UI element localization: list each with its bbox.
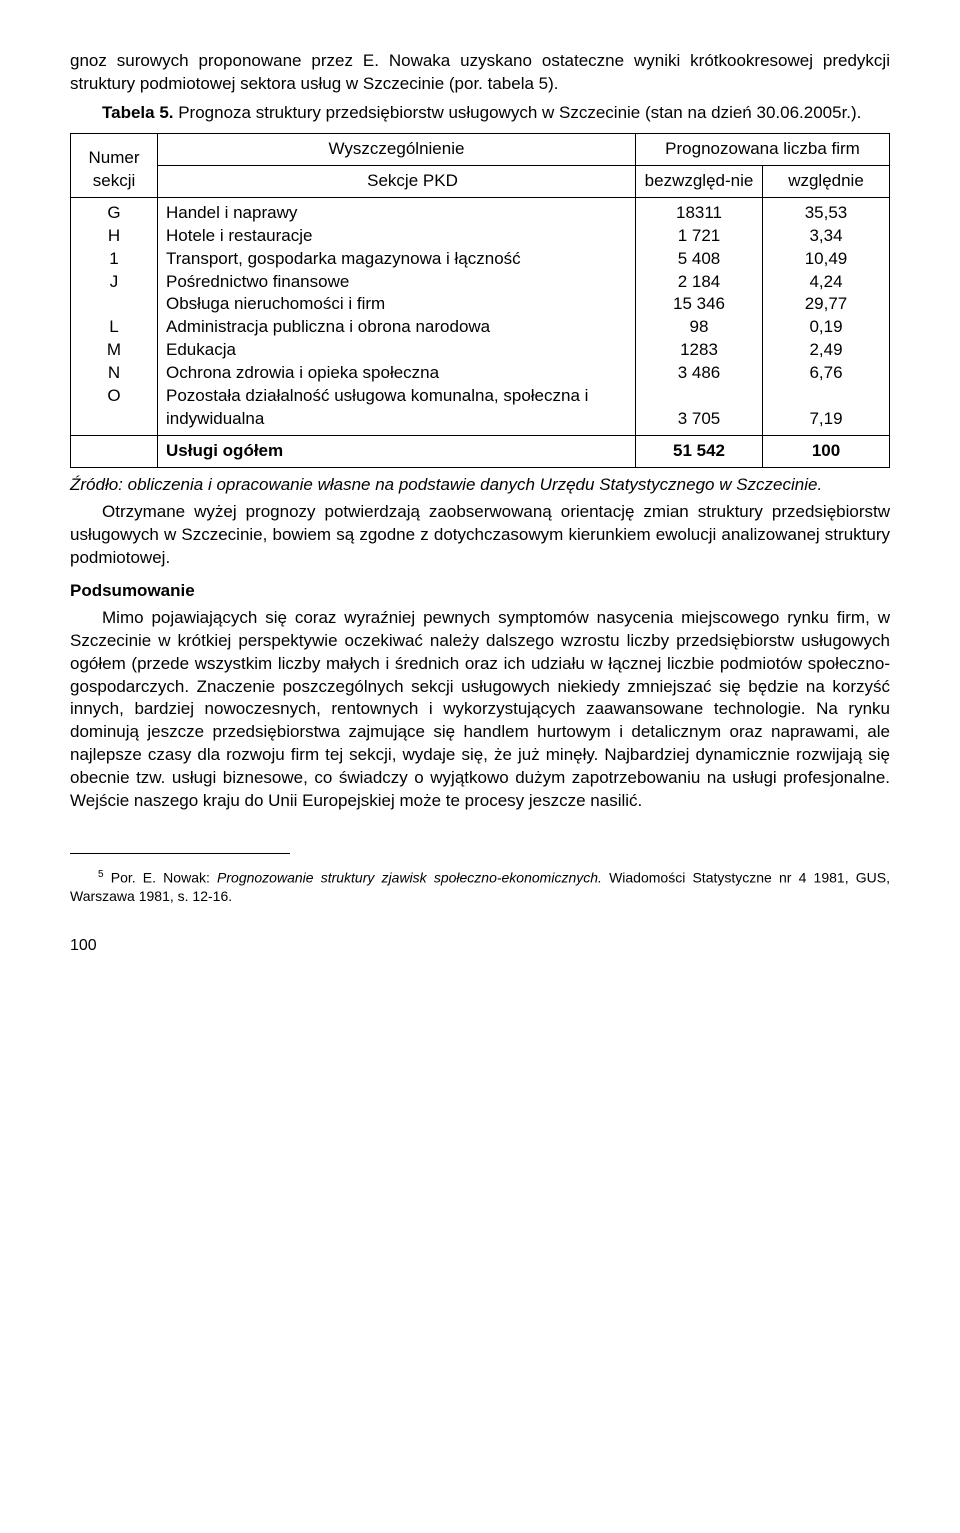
- after-table-paragraph: Otrzymane wyżej prognozy potwierdzają za…: [70, 501, 890, 570]
- header-prognozowana: Prognozowana liczba firm: [636, 133, 890, 165]
- cell-total-rel: 100: [763, 436, 890, 468]
- forecast-table: Numer sekcji Wyszczególnienie Prognozowa…: [70, 133, 890, 468]
- cell-total-abs: 51 542: [636, 436, 763, 468]
- footnote: 5 Por. E. Nowak: Prognozowanie struktury…: [70, 868, 890, 905]
- page-container: gnoz surowych proponowane przez E. Nowak…: [0, 0, 960, 987]
- cell-codes: G H 1 J L M N O: [71, 197, 158, 435]
- header-sekcje-pkd: Sekcje PKD: [158, 165, 636, 197]
- intro-paragraph: gnoz surowych proponowane przez E. Nowak…: [70, 50, 890, 96]
- cell-desc: Handel i naprawy Hotele i restauracje Tr…: [158, 197, 636, 435]
- page-number: 100: [70, 935, 890, 957]
- cell-rel: 35,53 3,34 10,49 4,24 29,77 0,19 2,49 6,…: [763, 197, 890, 435]
- cell-total-code: [71, 436, 158, 468]
- table-row: G H 1 J L M N O Handel i naprawy Hotele …: [71, 197, 890, 435]
- footnote-separator: [70, 853, 290, 854]
- header-bezwzglednie: bezwzględ-nie: [636, 165, 763, 197]
- podsumowanie-body: Mimo pojawiających się coraz wyraźniej p…: [70, 607, 890, 813]
- header-numer-sekcji: Numer sekcji: [71, 133, 158, 197]
- table-row: Sekcje PKD bezwzględ-nie względnie: [71, 165, 890, 197]
- table-title-prefix: Tabela 5.: [102, 103, 178, 122]
- table-title: Tabela 5. Prognoza struktury przedsiębio…: [70, 102, 890, 125]
- header-wyszczegolnienie: Wyszczególnienie: [158, 133, 636, 165]
- table-row: Usługi ogółem 51 542 100: [71, 436, 890, 468]
- podsumowanie-heading: Podsumowanie: [70, 580, 890, 603]
- footnote-prefix: Por. E. Nowak:: [104, 870, 217, 886]
- header-wzglednie: względnie: [763, 165, 890, 197]
- source-note: Źródło: obliczenia i opracowanie własne …: [70, 474, 890, 497]
- table-row: Numer sekcji Wyszczególnienie Prognozowa…: [71, 133, 890, 165]
- footnote-italic: Prognozowanie struktury zjawisk społeczn…: [217, 870, 602, 886]
- cell-total-label: Usługi ogółem: [158, 436, 636, 468]
- cell-abs: 18311 1 721 5 408 2 184 15 346 98 1283 3…: [636, 197, 763, 435]
- table-title-rest: Prognoza struktury przedsiębiorstw usług…: [178, 103, 861, 122]
